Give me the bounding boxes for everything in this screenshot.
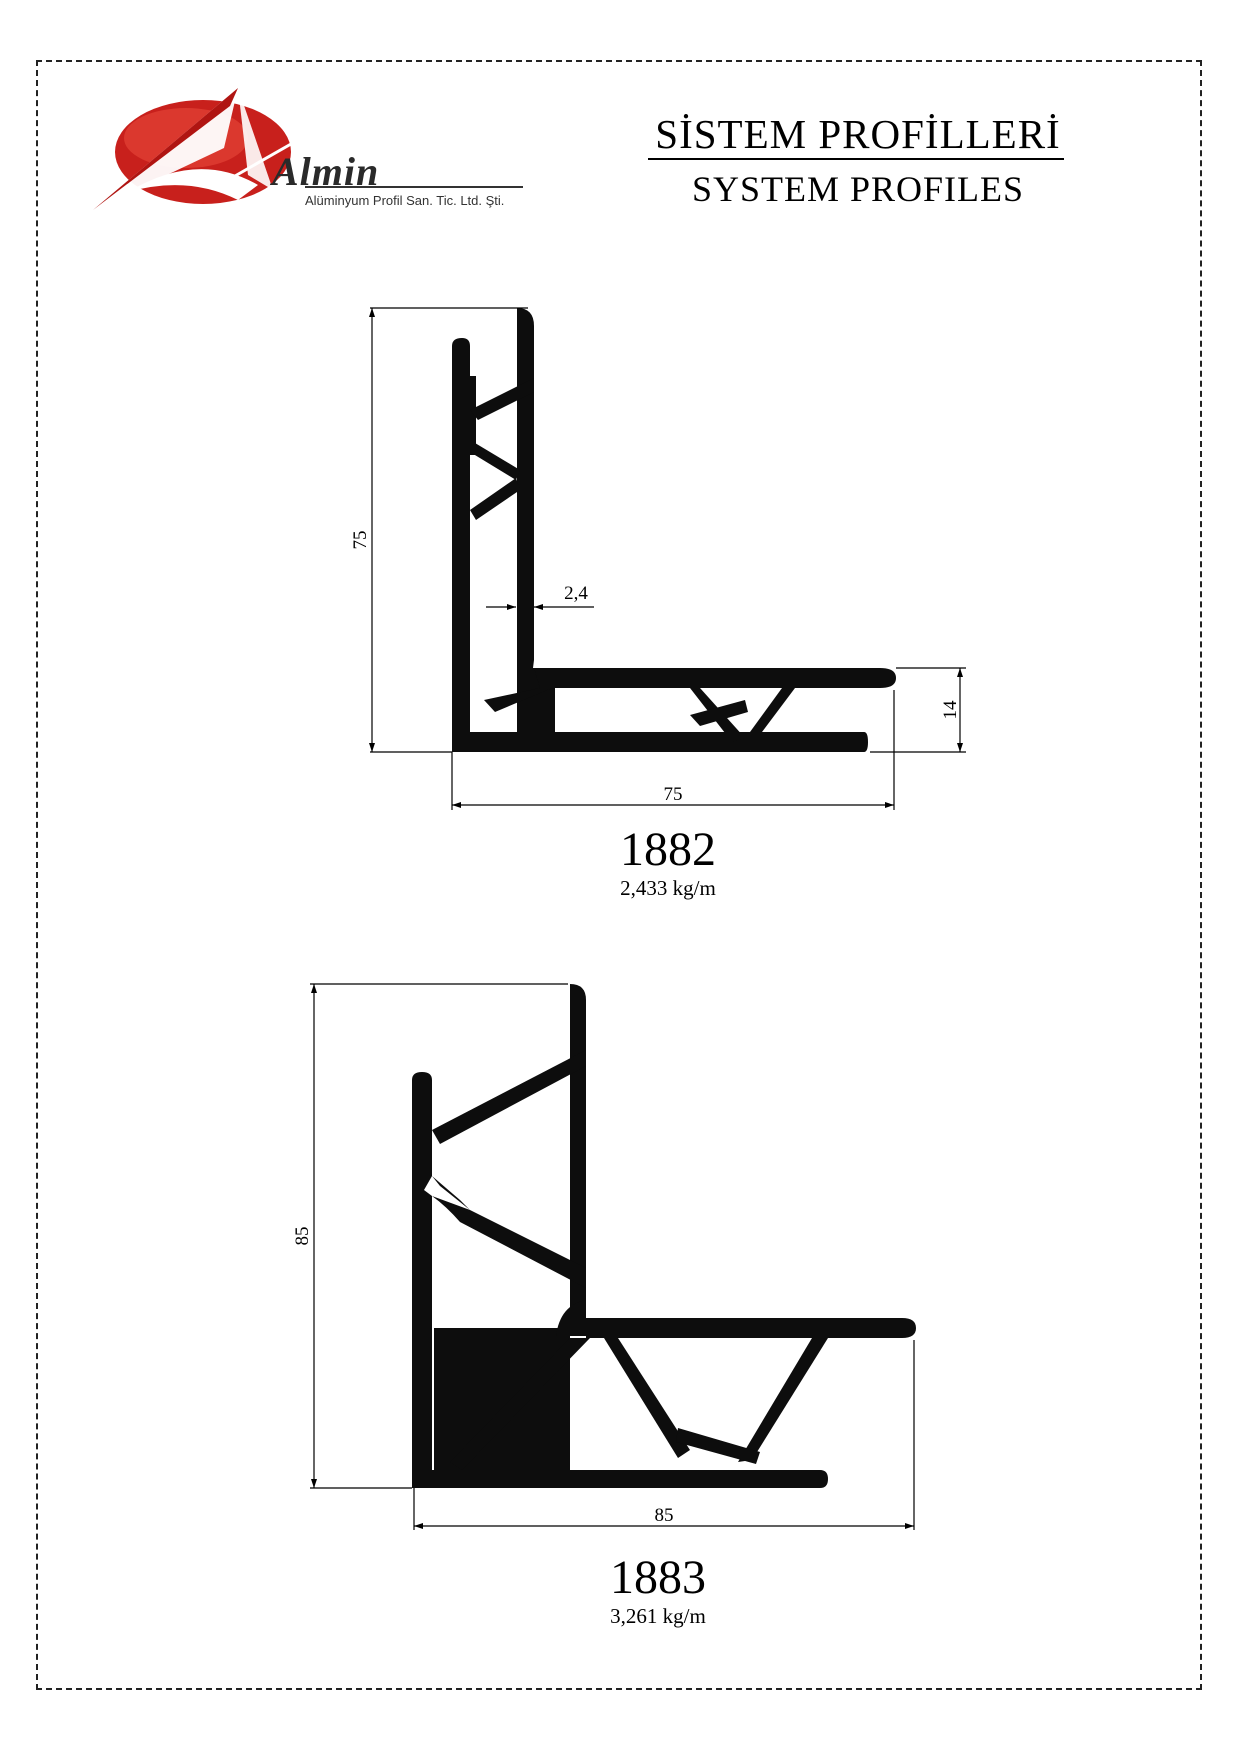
- dashed-page-border: [36, 60, 1202, 1690]
- dim-1883-height: 85: [292, 1227, 313, 1246]
- profile-1882-weight: 2,433 kg/m: [620, 876, 716, 900]
- title-turkish: SİSTEM PROFİLLERİ: [655, 111, 1061, 157]
- company-subtitle: Alüminyum Profil San. Tic. Ltd. Şti.: [305, 193, 505, 208]
- title-underline: [648, 158, 1064, 160]
- dim-1882-thickness: 2,4: [564, 583, 588, 604]
- profile-1882-shape: [452, 308, 896, 752]
- title-english: SYSTEM PROFILES: [691, 169, 1025, 209]
- profile-1883-code: 1883: [610, 1551, 706, 1604]
- dim-1882-height: 75: [350, 531, 371, 550]
- dim-1883-width: 85: [655, 1505, 674, 1526]
- almin-logo-icon: [93, 88, 299, 210]
- profile-1883-shape: [412, 984, 916, 1488]
- dim-1882-flange: 14: [940, 700, 961, 720]
- dim-1882-width: 75: [664, 784, 683, 805]
- brand-underline: [305, 186, 523, 188]
- profile-1882-code: 1882: [620, 823, 716, 876]
- profile-1883-weight: 3,261 kg/m: [610, 1604, 706, 1628]
